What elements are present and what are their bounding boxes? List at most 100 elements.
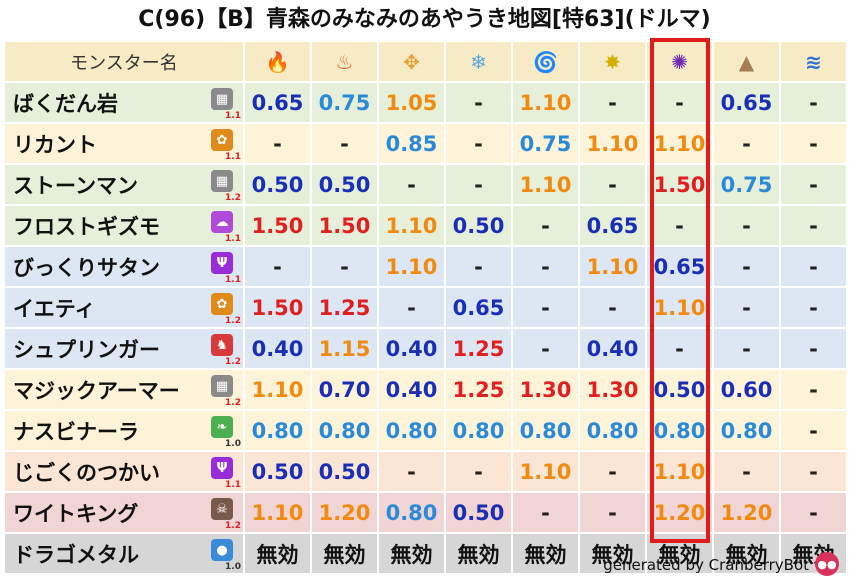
resistance-value: 1.10 (578, 245, 647, 288)
explosion-icon: ✥ (403, 49, 420, 74)
resistance-value: - (511, 327, 580, 370)
element-header-4: 🌀 (511, 40, 580, 83)
resistance-value: 1.15 (310, 327, 379, 370)
resistance-value: - (645, 204, 714, 247)
element-header-3: ❄ (444, 40, 513, 83)
resistance-value: 0.50 (310, 450, 379, 493)
resistance-value: 1.10 (377, 204, 446, 247)
resistance-value: 0.65 (444, 286, 513, 329)
resistance-value: 0.80 (578, 409, 647, 452)
ice-icon: ❄ (470, 49, 487, 74)
type-multiplier: 1.1 (225, 275, 241, 285)
monster-name-cell: びっくりサタン Ψ 1.1 (3, 245, 245, 288)
earth-icon: ▲ (738, 49, 755, 74)
resistance-value: - (243, 245, 312, 288)
resistance-value: 0.50 (243, 163, 312, 206)
resistance-value: 0.50 (310, 163, 379, 206)
monster-name: イエティ (13, 296, 96, 321)
resistance-value: 無効 (377, 532, 446, 575)
monster-name: びっくりサタン (13, 255, 160, 280)
type-multiplier: 1.2 (225, 193, 241, 203)
resistance-value: 0.40 (578, 327, 647, 370)
type-multiplier: 1.1 (225, 234, 241, 244)
monster-name-cell: シュプリンガー ♞ 1.2 (3, 327, 245, 370)
monster-name-cell: リカント ✿ 1.1 (3, 122, 245, 165)
resistance-value: 無効 (310, 532, 379, 575)
resistance-value: 0.80 (310, 409, 379, 452)
element-header-0: 🔥 (243, 40, 312, 83)
resistance-value: 0.80 (511, 409, 580, 452)
resistance-value: - (779, 163, 848, 206)
resistance-value: 1.30 (578, 368, 647, 411)
resistance-value: 0.80 (712, 409, 781, 452)
resistance-value: 0.80 (645, 409, 714, 452)
table-row: マジックアーマー ▦ 1.2 1.10 0.70 0.40 1.25 1.30 1.30 0.50… (3, 368, 848, 411)
slime-type-icon: ● (211, 539, 233, 561)
resistance-value: 無効 (511, 532, 580, 575)
resistance-value: - (310, 245, 379, 288)
type-multiplier: 1.2 (225, 521, 241, 531)
resistance-value: 0.65 (243, 81, 312, 124)
resistance-value: - (377, 163, 446, 206)
resistance-value: 0.75 (310, 81, 379, 124)
monster-name-cell: ワイトキング ☠ 1.2 (3, 491, 245, 534)
monster-name: フロストギズモ (13, 214, 160, 239)
resistance-value: 0.40 (243, 327, 312, 370)
resistance-value: - (578, 491, 647, 534)
resistance-value: 0.80 (377, 409, 446, 452)
resistance-value: - (511, 286, 580, 329)
skull-type-icon: ☠ (211, 498, 233, 520)
resistance-value: 1.50 (645, 163, 714, 206)
resistance-value: - (377, 450, 446, 493)
table-row: ワイトキング ☠ 1.2 1.10 1.20 0.80 0.50- -1.20 1.20- (3, 491, 848, 534)
resistance-value: - (444, 81, 513, 124)
monster-name: シュプリンガー (13, 337, 160, 362)
resistance-value: 1.10 (645, 450, 714, 493)
element-header-2: ✥ (377, 40, 446, 83)
resistance-value: 1.25 (444, 368, 513, 411)
element-header-6: ✺ (645, 40, 714, 83)
resistance-value: 1.10 (645, 286, 714, 329)
table-row: ナスビナーラ ❧ 1.0 0.80 0.80 0.80 0.80 0.80 0.80 0.80 0.… (3, 409, 848, 452)
beast-paw-icon: ✿ (211, 129, 233, 151)
wind-icon: 🌀 (533, 49, 558, 74)
resistance-value: - (712, 245, 781, 288)
resistance-value: - (779, 81, 848, 124)
resistance-value: - (444, 245, 513, 288)
element-header-1: ♨ (310, 40, 379, 83)
resistance-value: - (377, 286, 446, 329)
table-row: フロストギズモ ☁ 1.1 1.50 1.50 1.10 0.50-0.65- - - (3, 204, 848, 247)
resistance-value: 1.10 (511, 163, 580, 206)
monster-name: じごくのつかい (13, 460, 160, 485)
resistance-value: 0.60 (712, 368, 781, 411)
resistance-value: - (243, 122, 312, 165)
resistance-value: - (645, 327, 714, 370)
resistance-value: 1.20 (310, 491, 379, 534)
resistance-value: 1.10 (645, 122, 714, 165)
generator-credit: generated by CranberryBot (603, 556, 809, 574)
resistance-value: 無効 (578, 532, 647, 575)
resistance-value: 1.25 (444, 327, 513, 370)
resistance-value: - (511, 245, 580, 288)
resistance-value: 0.65 (578, 204, 647, 247)
resistance-value: - (779, 245, 848, 288)
monster-name-cell: じごくのつかい Ψ 1.1 (3, 450, 245, 493)
cranberry-bot-icon: ●● (815, 552, 839, 576)
resistance-value: 0.80 (444, 409, 513, 452)
resistance-value: 1.20 (712, 491, 781, 534)
table-row: ストーンマン ▦ 1.2 0.50 0.50- -1.10-1.50 0.75- (3, 163, 848, 206)
type-multiplier: 1.0 (225, 439, 241, 449)
resistance-value: - (779, 409, 848, 452)
dragon-type-icon: ♞ (211, 334, 233, 356)
resistance-value: - (712, 286, 781, 329)
type-multiplier: 1.2 (225, 357, 241, 367)
resistance-value: - (444, 122, 513, 165)
resistance-value: 0.70 (310, 368, 379, 411)
resistance-value: 0.50 (444, 204, 513, 247)
resistance-value: 無効 (444, 532, 513, 575)
resistance-value: 1.50 (243, 286, 312, 329)
resistance-value: - (779, 450, 848, 493)
resistance-value: 1.30 (511, 368, 580, 411)
leaf-type-icon: ❧ (211, 416, 233, 438)
table-row: じごくのつかい Ψ 1.1 0.50 0.50- -1.10-1.10- - (3, 450, 848, 493)
